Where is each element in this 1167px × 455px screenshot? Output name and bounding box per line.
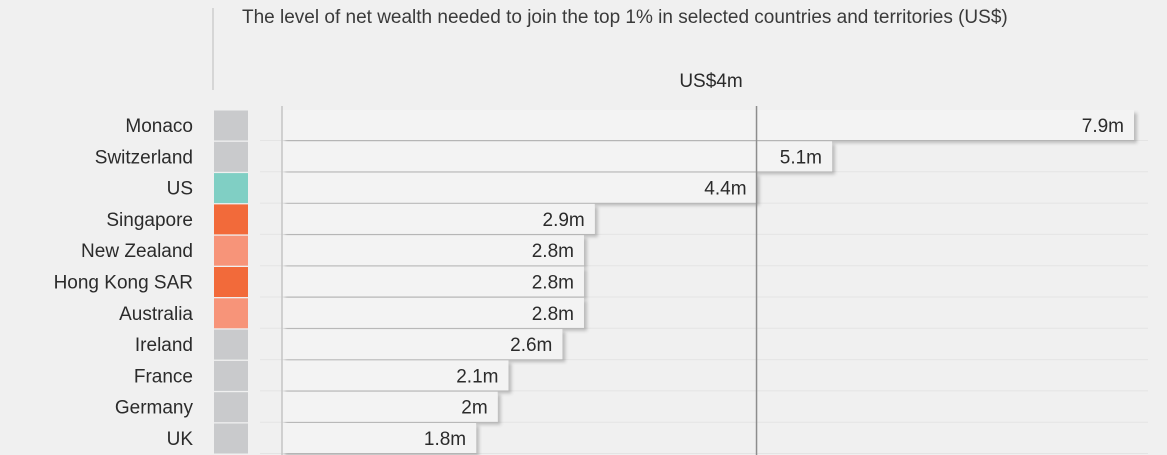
value-label: 2.8m: [532, 273, 574, 294]
bar: [282, 297, 584, 328]
country-swatches: [214, 110, 248, 454]
value-label: 1.8m: [424, 429, 466, 450]
country-label: Hong Kong SAR: [54, 273, 193, 294]
country-swatch: [214, 267, 248, 297]
country-swatch: [214, 423, 248, 454]
bars: [282, 110, 1134, 453]
reference-line-label: US$4m: [679, 71, 742, 92]
country-swatch: [214, 360, 248, 391]
country-label: UK: [167, 429, 194, 450]
country-label: Ireland: [135, 335, 193, 356]
country-label: New Zealand: [81, 241, 193, 262]
chart-title: The level of net wealth needed to join t…: [242, 7, 1008, 28]
bar: [282, 329, 563, 360]
value-label: 2.9m: [543, 210, 585, 231]
country-swatch: [214, 204, 248, 235]
bar: [282, 203, 595, 234]
country-swatch: [214, 141, 248, 172]
value-label: 7.9m: [1082, 116, 1124, 137]
country-label: Singapore: [106, 210, 193, 231]
country-swatch: [214, 298, 248, 329]
gridlines: [260, 140, 1148, 454]
reference-line-group: [281, 106, 758, 455]
country-swatch: [214, 235, 248, 266]
country-label: France: [134, 366, 193, 387]
value-label: 5.1m: [780, 147, 822, 168]
value-label: 2.1m: [456, 366, 498, 387]
country-swatch: [214, 392, 248, 423]
country-swatch: [214, 110, 248, 141]
bar: [282, 172, 757, 203]
value-label: 2.8m: [532, 241, 574, 262]
bar: [282, 235, 584, 266]
value-label: 2m: [461, 398, 487, 419]
bar: [282, 360, 509, 391]
country-label: Germany: [115, 398, 194, 419]
value-label: 2.6m: [510, 335, 552, 356]
bar: [282, 141, 833, 172]
value-label: 2.8m: [532, 304, 574, 325]
country-swatch: [214, 173, 248, 204]
bar: [282, 266, 584, 297]
country-labels: Monaco Switzerland US Singapore New Zealand H…: [54, 116, 194, 450]
country-label: Monaco: [125, 116, 193, 137]
country-label: US: [167, 179, 193, 200]
value-labels: 7.9m 5.1m 4.4m 2.9m 2.8m 2.8m 2.8m 2.6m 2.1m 2m 1.…: [424, 116, 1124, 450]
bar: [282, 391, 498, 422]
country-label: Switzerland: [95, 147, 193, 168]
bar: [282, 110, 1134, 140]
country-swatch: [214, 329, 248, 360]
value-label: 4.4m: [704, 179, 746, 200]
country-label: Australia: [119, 304, 193, 325]
bar: [282, 423, 477, 453]
